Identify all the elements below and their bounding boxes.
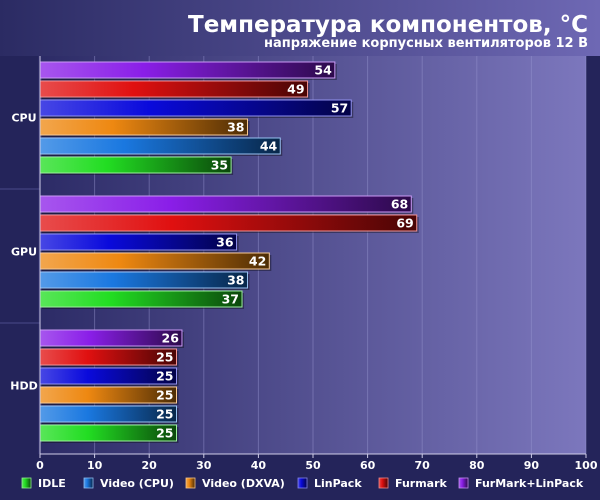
legend-label: LinPack — [314, 477, 362, 490]
bars: 54 49 57 38 44 35 68 69 36 42 38 37 26 25 25 25 25 25 — [39, 61, 419, 443]
category-label-cpu: CPU — [11, 112, 36, 125]
bar-value-label: 69 — [396, 216, 413, 231]
bar-value-label: 35 — [211, 158, 228, 173]
bar-gpu-video-cpu- — [39, 271, 248, 289]
legend-swatch — [458, 477, 469, 489]
bar-cpu-idle — [39, 156, 232, 174]
x-tick-label: 90 — [524, 459, 540, 472]
bar-gpu-furmark — [39, 214, 418, 232]
legend: IDLE Video (CPU) Video (DXVA) LinPack Furmar… — [21, 477, 584, 490]
legend-swatch — [378, 477, 389, 489]
bar-value-label: 42 — [249, 254, 266, 269]
bar-gpu-video-dxva- — [39, 252, 270, 270]
x-tick-label: 10 — [87, 459, 103, 472]
bar-gpu-furmark-linpack — [39, 195, 412, 213]
bar-gpu-linpack — [39, 233, 238, 251]
x-tick-label: 0 — [36, 459, 44, 472]
x-tick-label: 70 — [415, 459, 431, 472]
title-band — [0, 0, 600, 56]
legend-swatch — [21, 477, 32, 489]
bar-cpu-video-dxva- — [39, 118, 248, 136]
category-label-hdd: HDD — [10, 380, 37, 393]
bar-value-label: 25 — [156, 388, 173, 403]
group-separators — [0, 188, 40, 324]
bar-value-label: 38 — [227, 273, 244, 288]
bar-value-label: 25 — [156, 369, 173, 384]
x-tick-label: 30 — [196, 459, 212, 472]
bar-value-label: 49 — [287, 82, 304, 97]
category-labels: CPU GPU HDD — [10, 112, 37, 393]
x-tick-label: 60 — [360, 459, 376, 472]
x-tick-label: 20 — [142, 459, 158, 472]
legend-label: FurMark+LinPack — [475, 477, 584, 490]
bar-value-label: 54 — [314, 63, 332, 78]
bar-value-label: 44 — [260, 139, 278, 154]
bar-value-label: 38 — [227, 120, 244, 135]
legend-swatch — [83, 477, 94, 489]
x-tick-label: 40 — [251, 459, 267, 472]
legend-swatch — [297, 477, 308, 489]
chart-subtitle: напряжение корпусных вентиляторов 12 В — [264, 36, 588, 51]
bar-value-label: 26 — [162, 331, 180, 346]
bar-value-label: 25 — [156, 426, 173, 441]
bar-gpu-idle — [39, 290, 243, 308]
bar-cpu-furmark-linpack — [39, 61, 336, 79]
bar-value-label: 57 — [331, 101, 348, 116]
x-tick-label: 80 — [469, 459, 485, 472]
legend-label: Video (CPU) — [100, 477, 174, 490]
legend-label: Furmark — [395, 477, 448, 490]
bar-value-label: 36 — [216, 235, 234, 250]
bar-value-label: 25 — [156, 350, 173, 365]
bar-cpu-linpack — [39, 99, 352, 117]
legend-swatch — [185, 477, 196, 489]
category-label-gpu: GPU — [11, 246, 37, 259]
bar-cpu-furmark — [39, 80, 309, 98]
bar-value-label: 25 — [156, 407, 173, 422]
x-axis: 0 10 20 30 40 50 60 70 80 90 100 — [36, 56, 598, 472]
x-tick-label: 100 — [575, 459, 598, 472]
legend-label: Video (DXVA) — [202, 477, 285, 490]
legend-label: IDLE — [38, 477, 66, 490]
bar-value-label: 37 — [222, 292, 239, 307]
x-tick-label: 50 — [305, 459, 321, 472]
chart-title: Температура компонентов, °C — [188, 12, 588, 38]
bar-value-label: 68 — [391, 197, 408, 212]
bar-cpu-video-cpu- — [39, 137, 281, 155]
